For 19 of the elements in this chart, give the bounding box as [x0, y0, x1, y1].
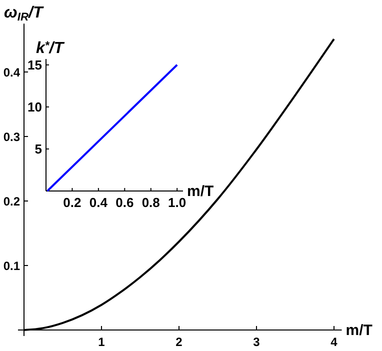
y-axis-title: ω$_{IR}$/T	[4, 4, 44, 24]
x-tick-label: 0.2	[63, 195, 82, 210]
x-tick-label: 1	[98, 335, 106, 349]
y-tick-label: 0.3	[3, 130, 20, 144]
x-tick-label: 1.0	[168, 195, 186, 210]
y-axis-title: k$^{*}$/T	[36, 40, 65, 57]
x-tick-label: 2	[176, 335, 183, 349]
x-axis-title: m/T	[187, 183, 214, 200]
x-tick-label: 0.6	[116, 195, 134, 210]
x-axis-title: m/T	[346, 322, 372, 339]
y-tick-label: 0.1	[3, 258, 20, 273]
y-tick-label: 15	[28, 57, 42, 72]
y-tick-label: 5	[34, 141, 42, 156]
x-tick-label: 3	[253, 335, 260, 349]
y-tick-label: 0.4	[3, 65, 20, 80]
x-tick-label: 0.4	[89, 195, 108, 210]
x-tick-label: 4	[330, 335, 338, 349]
y-tick-label: 10	[28, 99, 42, 114]
x-tick-label: 0.8	[142, 195, 160, 210]
